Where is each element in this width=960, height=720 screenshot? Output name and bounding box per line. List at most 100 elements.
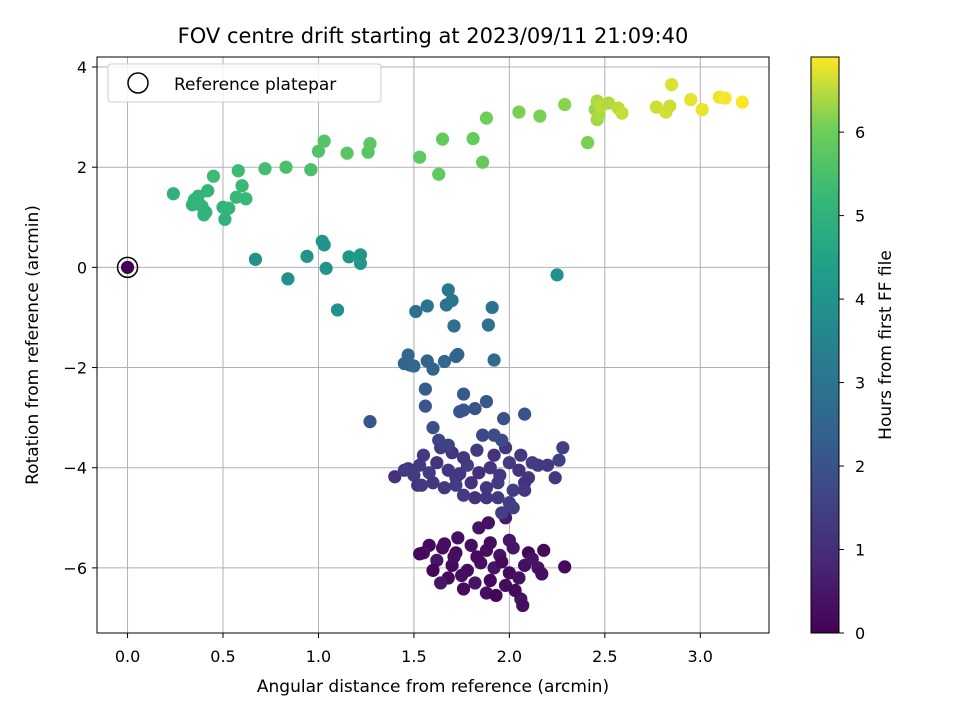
data-point: [342, 250, 356, 264]
legend-box: [107, 63, 382, 103]
data-point: [487, 353, 501, 367]
data-point: [540, 458, 555, 472]
data-point: [556, 441, 570, 455]
data-point: [464, 476, 478, 490]
data-point: [363, 137, 377, 151]
x-tick-label: 1.5: [401, 647, 426, 666]
data-point: [558, 560, 572, 574]
data-point: [479, 394, 494, 409]
data-point: [718, 91, 732, 105]
data-point: [695, 102, 709, 117]
data-point: [489, 588, 503, 603]
data-point: [481, 516, 495, 530]
data-point: [537, 543, 551, 557]
data-point: [447, 550, 461, 564]
data-point: [388, 470, 402, 484]
data-point: [407, 359, 421, 373]
data-point: [420, 354, 434, 368]
data-point: [426, 421, 440, 435]
data-point: [468, 402, 482, 416]
plot-area: [96, 56, 770, 634]
chart-title: FOV centre drift starting at 2023/09/11 …: [178, 24, 689, 48]
data-point: [281, 272, 295, 286]
data-point: [430, 456, 444, 470]
data-point: [456, 582, 471, 596]
data-point: [550, 268, 564, 282]
data-point: [330, 303, 345, 317]
data-point: [319, 261, 333, 275]
data-point: [483, 573, 497, 588]
data-point: [300, 249, 314, 263]
data-point: [512, 105, 526, 119]
data-point: [441, 438, 455, 452]
data-point: [416, 448, 431, 462]
data-point: [552, 453, 566, 467]
y-tick-label: 4: [77, 58, 87, 77]
data-point: [456, 403, 471, 417]
data-point: [317, 238, 331, 252]
data-point: [441, 283, 455, 297]
data-point: [518, 407, 532, 421]
x-tick-label: 1.0: [306, 647, 331, 666]
data-point: [548, 471, 562, 485]
data-point: [437, 537, 452, 551]
data-point: [451, 347, 465, 362]
data-point: [432, 167, 446, 181]
data-point: [684, 92, 698, 107]
data-point: [239, 192, 253, 206]
data-point: [449, 478, 463, 492]
colorbar-tick-label: 5: [855, 207, 865, 226]
x-axis-ticks: 0.0 0.5 1.0 1.5 2.0 2.5 3.0: [115, 633, 713, 666]
data-point: [495, 555, 509, 569]
x-tick-label: 2.0: [497, 647, 522, 666]
data-point: [235, 179, 249, 193]
x-axis-title: Angular distance from reference (arcmin): [257, 677, 609, 697]
y-tick-label: −2: [63, 359, 87, 378]
data-point: [472, 466, 486, 480]
data-point: [363, 415, 377, 429]
data-point: [353, 256, 368, 270]
data-point: [340, 146, 354, 160]
data-point: [516, 598, 530, 613]
data-point: [453, 467, 467, 481]
data-point: [206, 169, 221, 183]
data-point: [231, 164, 245, 178]
colorbar: 0 1 2 3 4 5 6 Hours from first FF file: [810, 56, 896, 643]
data-point: [481, 318, 495, 332]
data-point: [201, 184, 215, 198]
data-point: [218, 212, 232, 226]
data-point: [420, 299, 434, 313]
data-point: [491, 491, 505, 505]
data-point: [491, 476, 505, 490]
data-point: [512, 571, 526, 585]
data-point: [191, 189, 205, 203]
data-point: [456, 488, 471, 502]
data-point: [248, 252, 263, 266]
data-point: [615, 106, 629, 120]
data-point: [512, 463, 526, 477]
data-point: [735, 95, 749, 109]
data-point: [506, 501, 520, 515]
y-tick-label: 0: [77, 258, 87, 277]
data-point: [497, 412, 511, 426]
data-point: [447, 319, 461, 333]
data-point: [663, 99, 677, 113]
data-point: [418, 382, 432, 396]
x-tick-label: 2.5: [592, 647, 617, 666]
data-point: [409, 304, 423, 319]
data-point: [479, 491, 494, 505]
data-point: [222, 201, 236, 215]
data-point: [426, 476, 440, 490]
data-point: [413, 150, 427, 164]
plot-frame: [96, 56, 770, 634]
data-point: [466, 132, 480, 146]
data-point: [470, 550, 484, 564]
data-point: [470, 443, 484, 457]
data-point: [468, 491, 482, 505]
data-point: [518, 483, 532, 497]
data-point: [533, 109, 547, 123]
colorbar-tick-label: 0: [855, 624, 865, 643]
data-point: [455, 568, 469, 583]
colorbar-tick-label: 3: [855, 374, 865, 393]
colorbar-gradient: [810, 56, 840, 634]
